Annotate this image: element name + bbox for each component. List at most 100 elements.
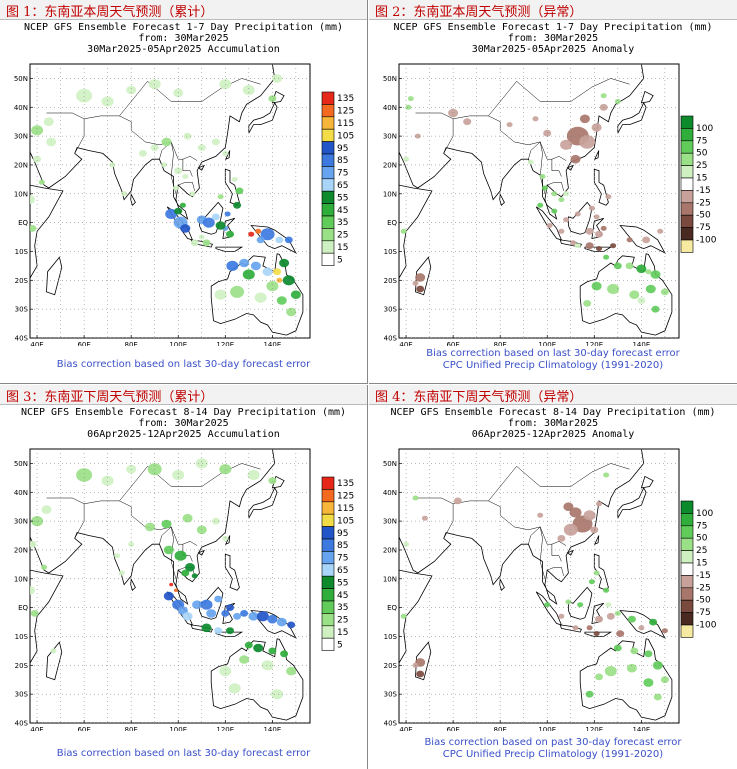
precip-map: 50N 40N 30N 20N 10N EQ 10S 20S 30S 40S 40E 60E 80E 1…: [14, 63, 354, 346]
precip-cell: [613, 644, 622, 652]
longitude-labels: 40E 60E 80E 100E 120E 140E: [30, 335, 281, 346]
coastline: [46, 256, 63, 296]
precip-cell: [182, 612, 193, 621]
lon-label: 120E: [216, 726, 234, 731]
precip-cell: [126, 85, 137, 95]
country-border: [528, 526, 541, 545]
longitude-labels: 40E 60E 80E 100E 120E 140E: [30, 720, 281, 731]
precip-cell: [231, 176, 238, 182]
precip-cell: [248, 231, 255, 237]
colorbar-label: 100: [696, 509, 713, 519]
precip-cell: [614, 99, 621, 104]
precip-cell: [226, 260, 239, 271]
precip-cell: [138, 150, 147, 157]
colorbar-label: 15: [337, 243, 348, 253]
panel-header: 图 4：东南亚下周天气预测（异常）: [369, 385, 737, 405]
panel-week2-accumulation: 图 3：东南亚下周天气预测（累计） NCEP GFS Ensemble Fore…: [0, 385, 368, 769]
colorbar-label: 125: [337, 107, 354, 117]
precip-cell: [254, 292, 267, 303]
precip-cell: [211, 138, 220, 146]
precip-cell: [128, 541, 135, 547]
colorbar-label: 85: [337, 156, 348, 166]
precip-cell: [76, 468, 93, 482]
lat-label: 20S: [15, 662, 29, 670]
precip-cell: [605, 602, 612, 608]
colorbar-label: -100: [696, 621, 717, 631]
colorbar-label: 75: [696, 136, 707, 146]
precip-cell: [630, 647, 639, 655]
lon-label: 40E: [30, 726, 43, 731]
precip-cell: [539, 174, 546, 179]
colorbar-label: 105: [337, 131, 354, 141]
precip-cell: [563, 191, 570, 197]
precip-cell: [43, 117, 54, 126]
colorbar-swatch: [321, 153, 335, 167]
precip-cell: [421, 515, 428, 521]
precip-cell: [586, 625, 593, 631]
precip-cell: [569, 507, 582, 518]
precip-cell: [185, 563, 195, 572]
precip-cell: [558, 197, 565, 203]
precip-cell: [260, 228, 275, 241]
country-border: [119, 463, 261, 502]
lon-label: 80E: [125, 726, 138, 731]
anomaly-map: 50N 40N 30N 20N 10N EQ 10S 20S 30S 40S 40E 60E 80E 1…: [383, 448, 717, 731]
precip-cell: [33, 155, 42, 163]
colorbar: 100 75 50 25 15 -15 -25 -50 -75 -100: [680, 500, 717, 638]
colorbar-label: 25: [337, 231, 348, 241]
country-border: [539, 141, 546, 194]
colorbar-swatch: [680, 500, 694, 514]
precip-cell: [453, 497, 462, 505]
precip-cell: [275, 236, 284, 244]
precip-cell: [607, 283, 620, 295]
coastline: [399, 184, 433, 295]
bias-note: Bias correction based on last 30-day for…: [426, 348, 680, 359]
panel-title: 图 3：东南亚下周天气预测（累计）: [6, 390, 214, 405]
colorbar-label: 115: [337, 119, 354, 129]
coastline: [640, 475, 654, 489]
precip-cell: [403, 156, 410, 162]
panel-title: 图 2：东南亚本周天气预测（异常）: [375, 5, 583, 20]
chart-from-date: from: 30Mar2025: [138, 418, 229, 429]
colorbar-label: 135: [337, 94, 354, 104]
precip-cell: [255, 228, 262, 234]
precip-cell: [266, 281, 279, 292]
precip-cell: [169, 582, 174, 587]
precip-cell: [577, 602, 584, 608]
precip-cell: [625, 262, 634, 270]
precip-cell: [638, 625, 645, 631]
precip-cell: [41, 564, 48, 570]
precip-cell: [660, 676, 669, 684]
precip-cell: [572, 625, 579, 631]
precip-cell: [585, 227, 594, 235]
precip-cell: [181, 569, 190, 577]
colorbar-label: -25: [696, 198, 711, 208]
precip-cell: [150, 144, 159, 151]
precip-cell: [645, 269, 652, 275]
precip-cell: [286, 666, 297, 676]
precip-cell: [276, 277, 283, 283]
precip-cell: [31, 125, 44, 136]
colorbar-swatch: [680, 599, 694, 613]
precip-cell: [145, 522, 155, 532]
lat-label: 30N: [383, 133, 397, 141]
lon-label: 100E: [538, 341, 556, 346]
precip-cell: [172, 469, 185, 481]
lon-label: 120E: [216, 341, 234, 346]
bias-note: Bias correction based on past 30-day for…: [424, 737, 682, 748]
colorbar-swatch: [680, 562, 694, 576]
colorbar-swatch: [680, 624, 694, 638]
colorbar-swatch: [321, 91, 335, 105]
lat-label: 50N: [14, 460, 28, 468]
precip-cell: [557, 535, 566, 542]
precip-cell: [211, 517, 220, 525]
precip-cell: [400, 228, 407, 234]
coastline: [30, 64, 276, 220]
colorbar-swatch: [321, 625, 335, 639]
precip-cell: [179, 202, 186, 208]
precip-cell: [600, 225, 607, 231]
chart-period: 30Mar2025-05Apr2025 Accumulation: [87, 44, 280, 55]
colorbar-swatch: [680, 190, 694, 204]
lat-label: 10S: [15, 633, 29, 641]
colorbar-label: 135: [337, 479, 354, 489]
